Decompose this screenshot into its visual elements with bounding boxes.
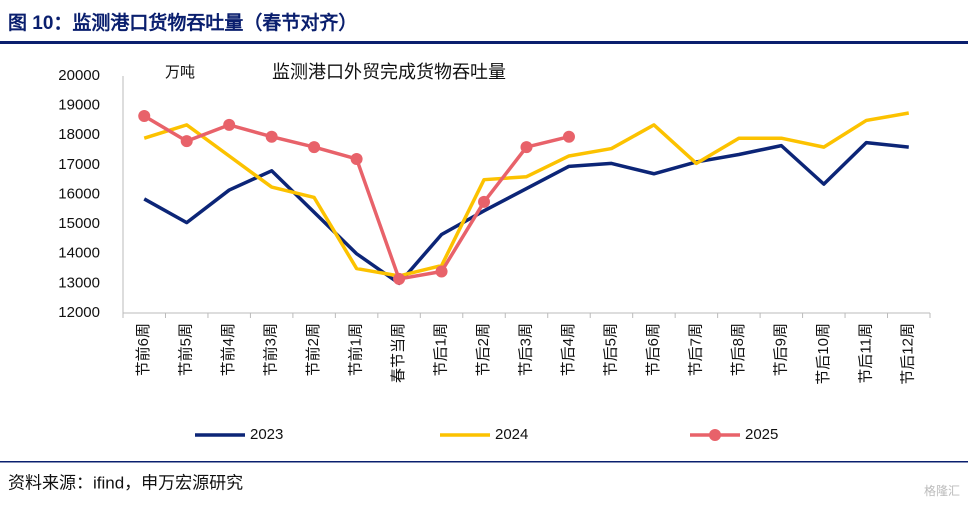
x-tick-label: 节前3周 — [263, 323, 280, 376]
marker — [393, 272, 406, 285]
marker — [265, 130, 278, 143]
unit-label: 万吨 — [165, 64, 195, 81]
marker — [223, 118, 236, 131]
x-tick-label: 节后11周 — [857, 323, 874, 384]
series-line — [143, 140, 909, 286]
x-tick-label: 节后5周 — [602, 323, 619, 376]
x-tick-label: 春节当周 — [390, 323, 407, 383]
legend-label: 2023 — [250, 426, 283, 443]
page-title: 图 10：监测港口货物吞吐量（春节对齐） — [8, 11, 357, 34]
y-tick-label: 15000 — [58, 215, 100, 232]
marker — [350, 152, 363, 165]
x-tick-label: 节后1周 — [433, 323, 450, 376]
y-tick-label: 20000 — [58, 67, 100, 84]
x-tick-label: 节后8周 — [730, 323, 747, 376]
x-tick-label: 节前4周 — [220, 323, 237, 376]
legend-marker — [709, 429, 721, 441]
x-tick-label: 节后6周 — [645, 323, 662, 376]
x-tick-label: 节后7周 — [687, 323, 704, 376]
x-tick-label: 节后2周 — [475, 323, 492, 376]
source: 资料来源：ifind，申万宏源研究 — [8, 473, 243, 492]
x-tick-label: 节后9周 — [772, 323, 789, 376]
marker — [308, 141, 321, 154]
marker — [562, 130, 575, 143]
legend-label: 2025 — [745, 426, 778, 443]
y-tick-label: 16000 — [58, 185, 100, 202]
watermark: 格隆汇 — [924, 483, 960, 498]
header-rule — [0, 41, 968, 44]
x-tick-label: 节前6周 — [135, 323, 152, 376]
footer-rule — [0, 461, 968, 463]
x-tick-label: 节后12周 — [900, 323, 917, 385]
x-tick-label: 节前2周 — [305, 323, 322, 376]
y-tick-label: 13000 — [58, 274, 100, 291]
marker — [138, 109, 151, 122]
chart-title: 监测港口外贸完成货物吞吐量 — [272, 62, 506, 82]
y-tick-label: 12000 — [58, 304, 100, 321]
marker — [180, 135, 193, 148]
y-tick-label: 17000 — [58, 156, 100, 173]
x-tick-label: 节后10周 — [815, 323, 832, 385]
series-line — [143, 111, 910, 278]
x-tick-label: 节前5周 — [178, 323, 195, 376]
y-tick-label: 14000 — [58, 245, 100, 262]
marker — [478, 195, 491, 208]
x-tick-label: 节前1周 — [348, 323, 365, 376]
y-tick-label: 19000 — [58, 97, 100, 114]
y-tick-label: 18000 — [58, 126, 100, 143]
marker — [520, 141, 533, 154]
x-tick-label: 节后3周 — [517, 323, 534, 376]
marker — [435, 265, 448, 278]
legend-label: 2024 — [495, 426, 528, 443]
x-tick-label: 节后4周 — [560, 323, 577, 376]
